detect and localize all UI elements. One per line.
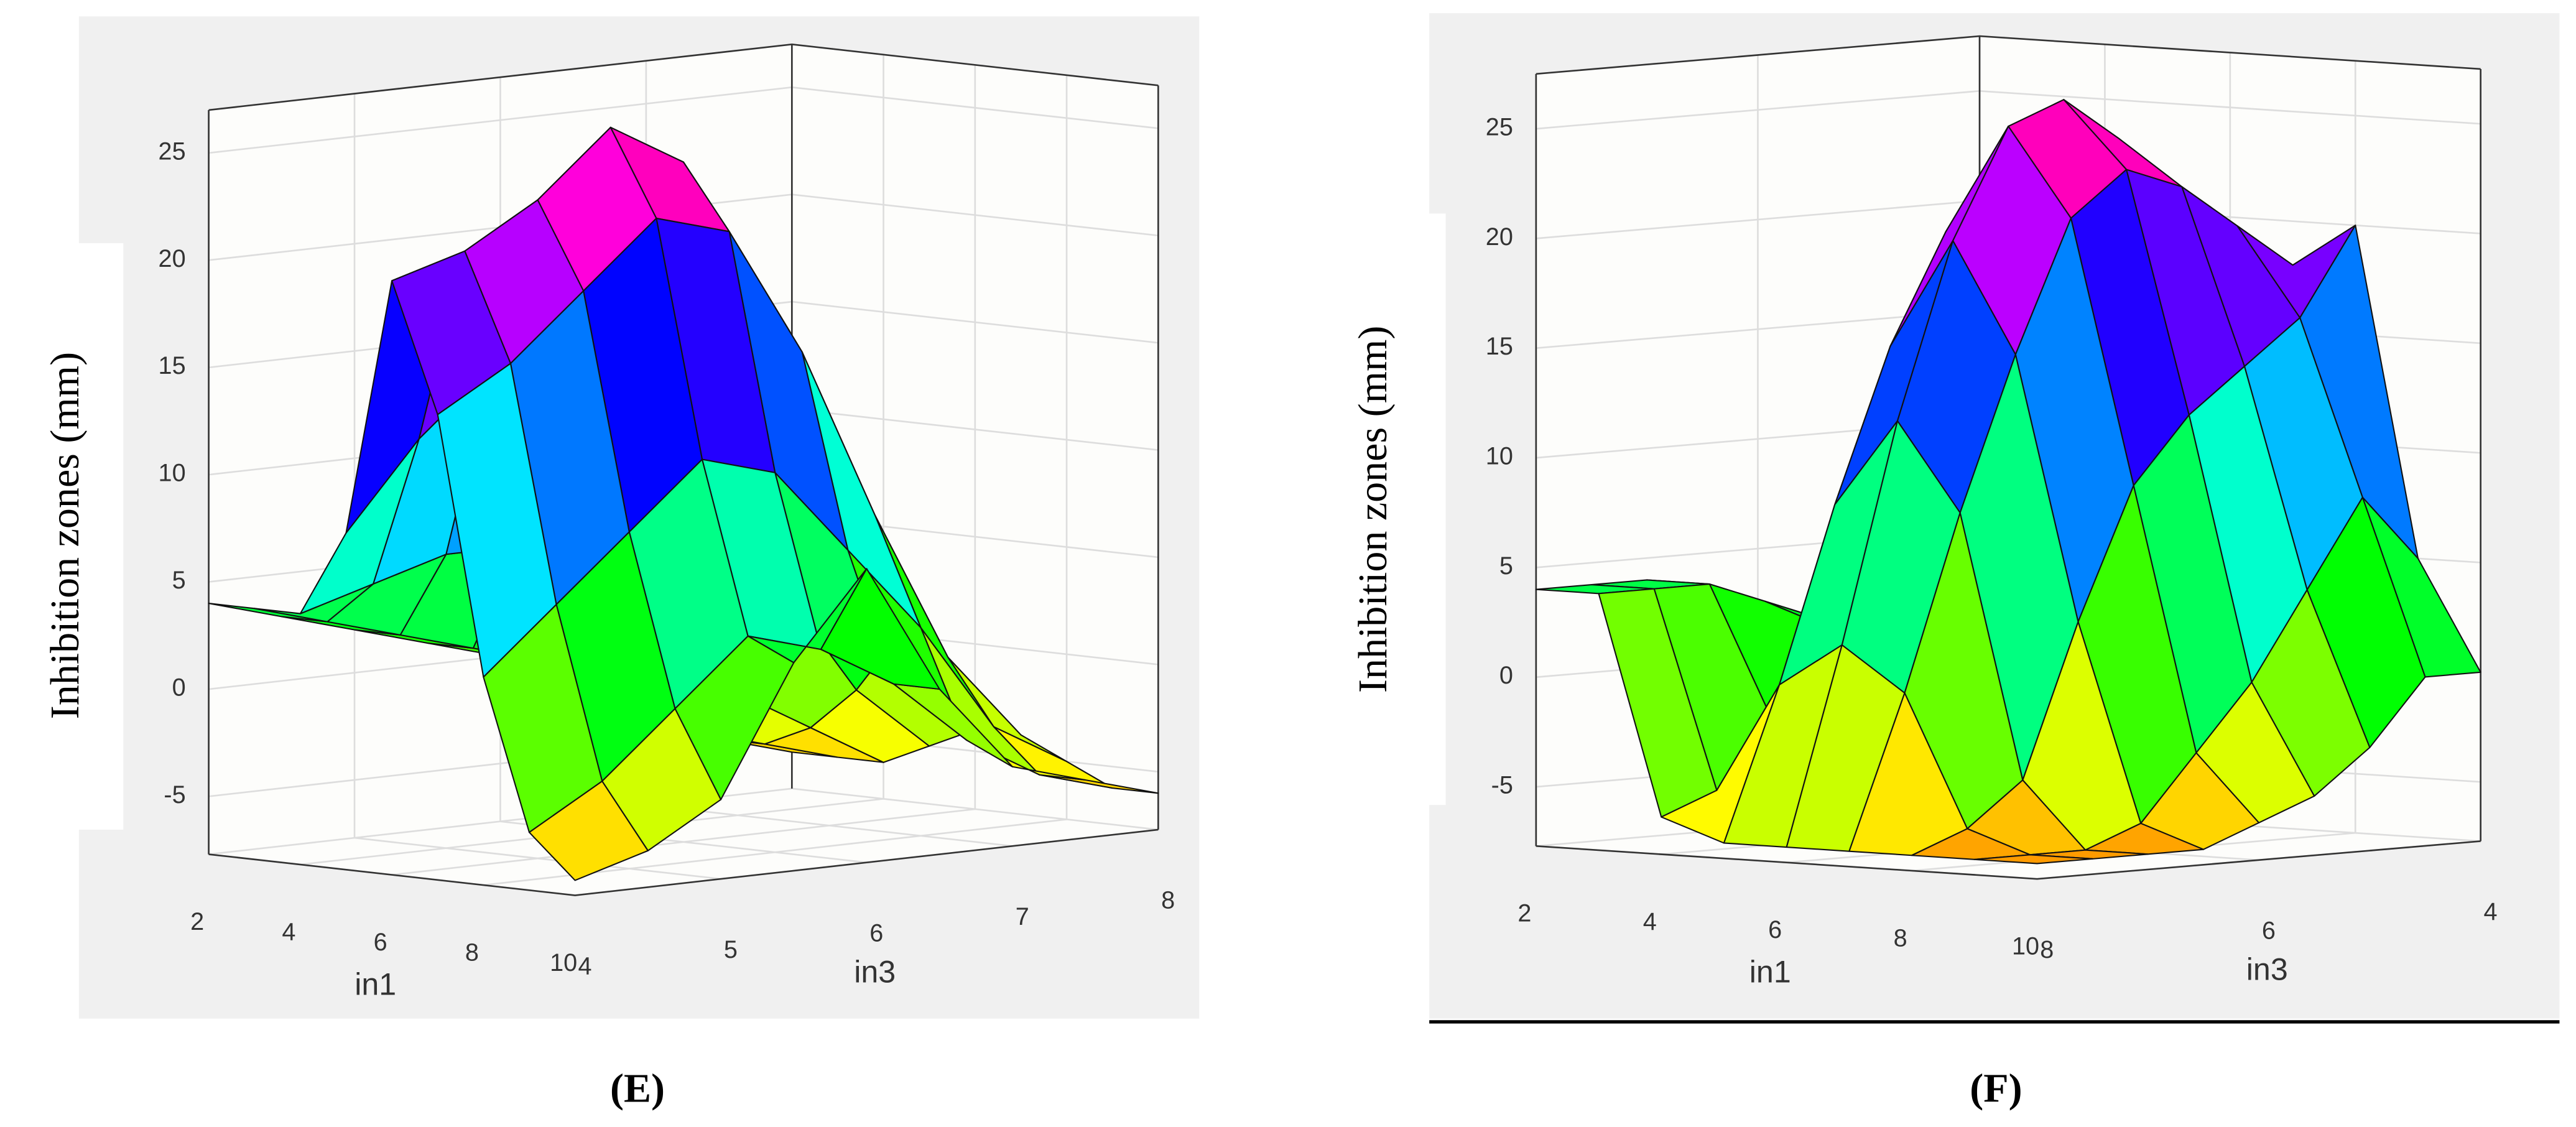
z-tick-label: 10: [159, 460, 186, 487]
axis-line: [1536, 35, 2481, 75]
panel-label: (E): [610, 1066, 665, 1111]
y-tick-label: 6: [2262, 917, 2276, 944]
y-tick-label: 7: [1016, 903, 1029, 930]
label-strip: [1330, 213, 1446, 805]
surface-patch: [528, 780, 649, 881]
z-tick-label: 15: [159, 352, 186, 379]
x-tick-label: 6: [374, 929, 387, 956]
axis-line: [1536, 840, 2481, 880]
label-strip: [0, 243, 124, 830]
x-tick-label: 6: [1768, 916, 1782, 944]
z-tick-label: 0: [1499, 662, 1513, 689]
y-axis-label: in3: [2246, 952, 2288, 987]
x-tick-label: 2: [190, 908, 204, 935]
y-tick-label: 4: [578, 952, 591, 980]
x-tick-label: 8: [1894, 924, 1907, 952]
x-tick-label: 10: [2012, 933, 2039, 960]
x-tick-label: 4: [1643, 908, 1657, 935]
y-tick-label: 4: [2483, 898, 2497, 925]
x-tick-label: 4: [282, 918, 295, 945]
z-tick-label: 0: [172, 674, 186, 701]
z-tick-label: 20: [159, 245, 186, 272]
y-axis-label: in3: [854, 955, 896, 990]
x-axis-label: in1: [1749, 955, 1791, 990]
panel-label: (F): [1970, 1066, 2022, 1111]
axis-line: [208, 828, 1159, 896]
z-tick-label: -5: [1491, 772, 1513, 799]
z-tick-label: 25: [159, 137, 186, 165]
z-tick-label: 25: [1486, 114, 1513, 141]
z-tick-label: 20: [1486, 223, 1513, 251]
z-tick-label: -5: [164, 781, 185, 809]
z-axis-label: Inhibition zones (mm): [42, 352, 88, 719]
axis-line: [208, 43, 1159, 111]
x-tick-label: 8: [465, 939, 479, 966]
y-tick-label: 5: [724, 936, 738, 963]
z-axis-label: Inhibition zones (mm): [1350, 326, 1396, 693]
z-tick-label: 10: [1486, 443, 1513, 470]
z-tick-label: 5: [172, 567, 186, 594]
z-tick-label: 5: [1499, 552, 1513, 580]
x-tick-label: 10: [550, 949, 577, 976]
x-axis-label: in1: [354, 967, 396, 1001]
surface-patch: [1973, 854, 2093, 865]
y-tick-label: 8: [1161, 887, 1175, 914]
y-tick-label: 8: [2040, 936, 2054, 963]
x-tick-label: 2: [1517, 900, 1531, 927]
z-tick-label: 15: [1486, 333, 1513, 360]
y-tick-label: 6: [869, 919, 883, 947]
